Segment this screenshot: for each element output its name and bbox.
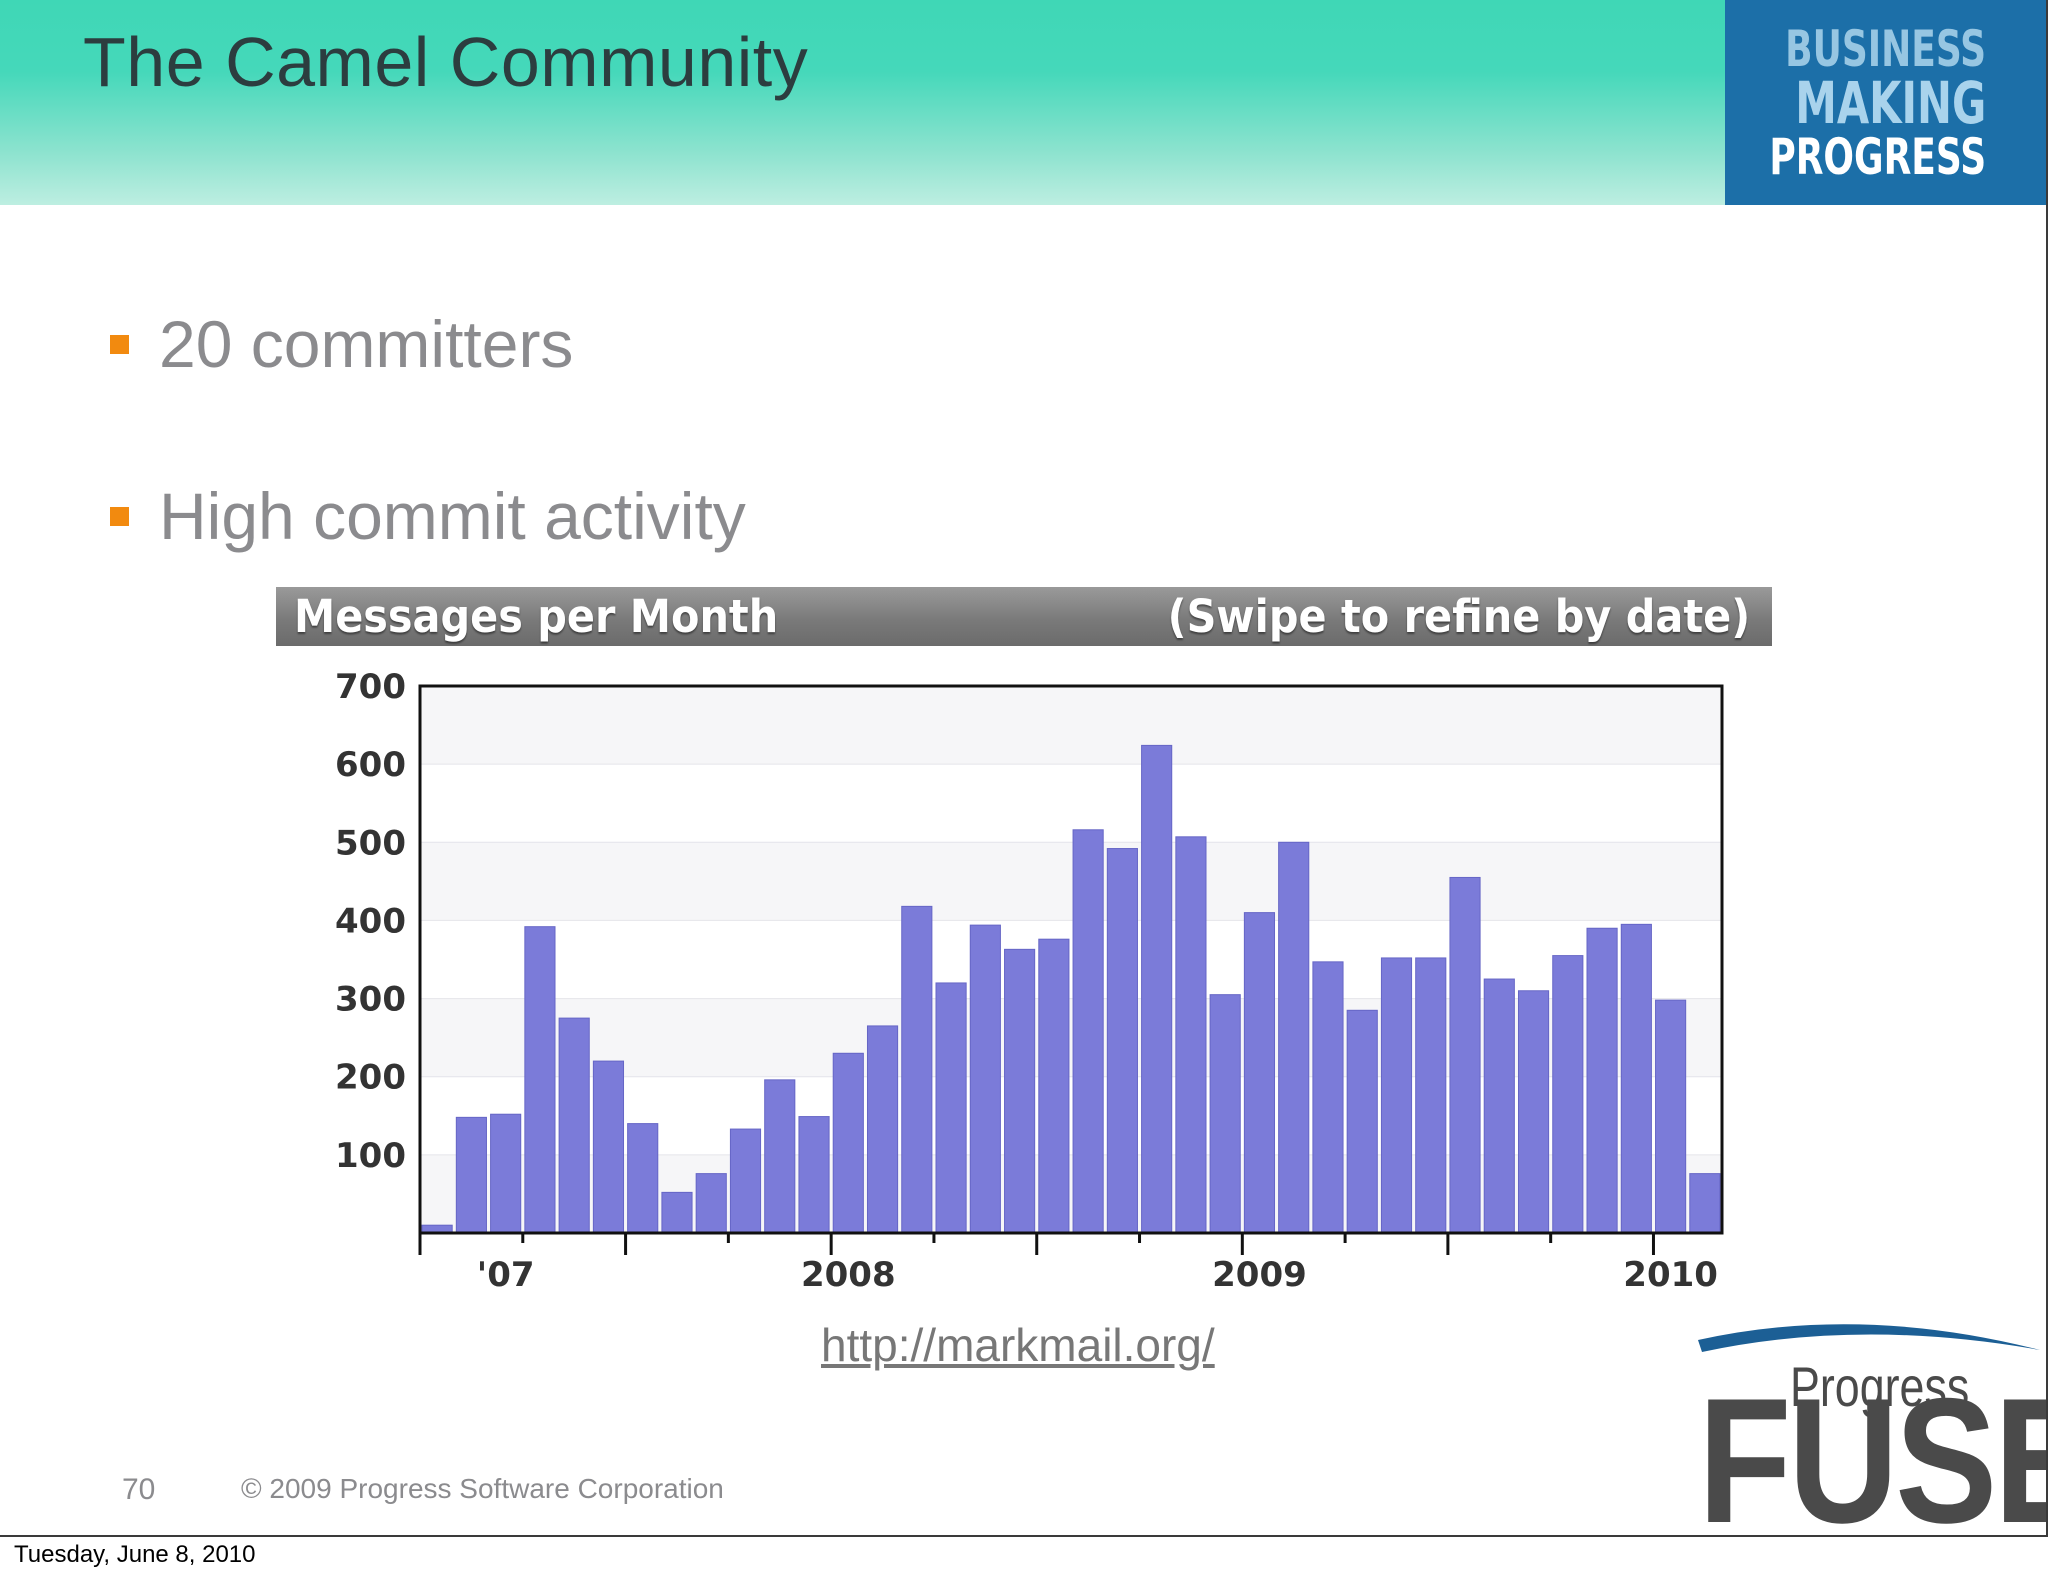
chart-hint: (Swipe to refine by date) [1167, 590, 1750, 643]
plot-frame [418, 684, 1724, 1235]
footer-date: Tuesday, June 8, 2010 [14, 1541, 256, 1568]
brand-line-making: MAKING [1794, 68, 1986, 137]
x-tick-label: '07 [477, 1255, 535, 1295]
brand-block: BUSINESS MAKING PROGRESS [1725, 0, 2046, 205]
logo-fuse-text: FUSE [1698, 1361, 2046, 1537]
chart-bar [695, 1173, 727, 1234]
chart-bar [1346, 1009, 1378, 1234]
chart-bar [455, 1116, 487, 1234]
chart-bar [1449, 876, 1481, 1234]
chart-bar [1312, 961, 1344, 1234]
chart-bar [490, 1113, 522, 1234]
chart-title: Messages per Month [294, 590, 779, 643]
chart-bar [1586, 927, 1618, 1234]
page-number: 70 [122, 1473, 156, 1506]
chart-bar [1278, 841, 1310, 1234]
y-tick-label: 200 [335, 1058, 406, 1098]
chart-bar [798, 1116, 830, 1234]
chart-bar [1517, 990, 1550, 1234]
chart-bar [1380, 957, 1413, 1234]
chart-bar [1689, 1173, 1721, 1234]
y-tick-label: 400 [335, 901, 406, 941]
chart-bar [1620, 923, 1652, 1234]
chart-bar [901, 905, 933, 1234]
progress-fuse-logo: Progress FUSE [1690, 1312, 2046, 1537]
chart-bar [866, 1025, 899, 1234]
chart-title-bar: Messages per Month (Swipe to refine by d… [276, 587, 1772, 646]
chart-bar [558, 1017, 590, 1234]
brand-line-business: BUSINESS [1785, 19, 1986, 78]
copyright-text: © 2009 Progress Software Corporation [241, 1473, 724, 1504]
chart-bar [1243, 912, 1276, 1234]
chart-bar [592, 1060, 625, 1234]
chart-bar [935, 982, 967, 1234]
chart-bar [1655, 999, 1687, 1234]
slide: The Camel Community BUSINESS MAKING PROG… [0, 0, 2048, 1537]
logo-progress-text: Progress [1790, 1355, 1970, 1418]
slide-header: The Camel Community [0, 0, 1725, 205]
x-tick-label: 2010 [1623, 1255, 1718, 1295]
chart-bar [1175, 836, 1207, 1234]
chart-bar [1483, 978, 1515, 1234]
bullet-item: High commit activity [110, 478, 746, 554]
chart-bar [1141, 744, 1173, 1234]
grid-band [420, 920, 1722, 999]
chart-bar [1552, 955, 1584, 1234]
messages-bar-chart: 100 200 300 400 500 600 700 '07 2008 2009 2010 [335, 667, 1724, 1295]
chart-bar [729, 1128, 762, 1234]
chart-bar [1106, 848, 1138, 1234]
bullet-item: 20 committers [110, 306, 573, 382]
chart-bar [1004, 948, 1036, 1234]
chart-bar [1038, 938, 1070, 1234]
chart-bar [969, 924, 1001, 1234]
chart-bar [627, 1123, 659, 1234]
chart-bar [764, 1079, 796, 1234]
y-tick-label: 500 [335, 823, 406, 863]
chart-bar [832, 1052, 864, 1234]
markmail-link[interactable]: http://markmail.org/ [821, 1319, 1215, 1371]
chart-bar [1072, 829, 1104, 1234]
chart-bar [1209, 994, 1241, 1234]
chart-bar [1415, 957, 1447, 1234]
chart-bar [661, 1191, 693, 1234]
slide-title: The Camel Community [83, 23, 809, 101]
y-tick-label: 300 [335, 980, 406, 1020]
y-tick-label: 600 [335, 745, 406, 785]
grid-band [420, 764, 1722, 843]
y-tick-label: 100 [335, 1136, 406, 1176]
chart-bar [524, 926, 556, 1234]
x-tick-label: 2008 [801, 1255, 896, 1295]
bullet-text: 20 committers [159, 307, 574, 381]
y-tick-label: 700 [335, 667, 406, 707]
x-tick-label: 2009 [1212, 1255, 1307, 1295]
bullet-square-icon [110, 334, 129, 354]
brand-line-progress: PROGRESS [1769, 127, 1986, 186]
bullet-square-icon [110, 506, 129, 526]
logo-swoosh-icon [1698, 1324, 2040, 1352]
bullet-text: High commit activity [159, 479, 746, 553]
